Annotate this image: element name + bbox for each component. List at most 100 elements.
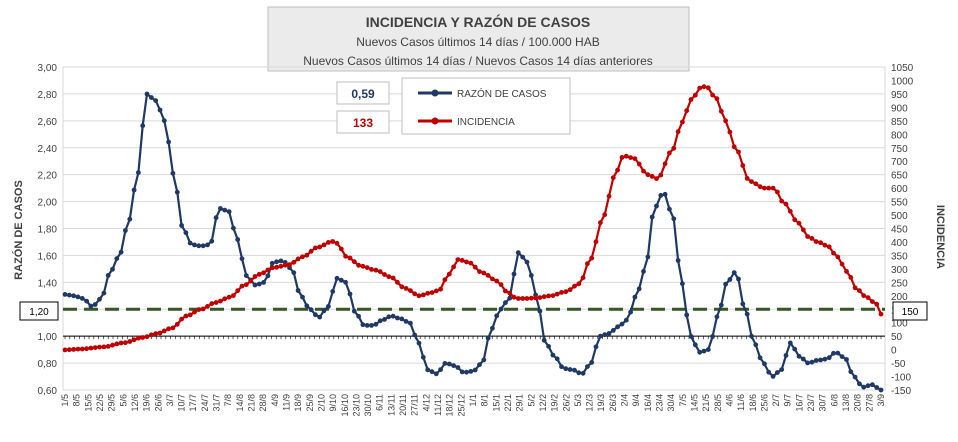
y-tick-right-label: 50 bbox=[891, 332, 903, 343]
ratio-point bbox=[623, 317, 629, 323]
incidence-point bbox=[468, 260, 474, 266]
ratio-point bbox=[123, 228, 128, 233]
chart-subtitle-2: Nuevos Casos últimos 14 días / Nuevos Ca… bbox=[303, 54, 653, 68]
ratio-point bbox=[390, 313, 396, 319]
incidence-point bbox=[200, 306, 206, 312]
incidence-point bbox=[148, 332, 154, 338]
y-axis-left-label: RAZÓN DE CASOS bbox=[12, 180, 25, 280]
x-tick-label: 3/9 bbox=[876, 394, 886, 407]
ratio-point bbox=[412, 332, 418, 338]
incidence-point bbox=[559, 290, 564, 295]
incidence-point bbox=[92, 345, 98, 350]
incidence-point bbox=[317, 244, 323, 250]
y-tick-right-label: -50 bbox=[891, 359, 906, 370]
title-box: INCIDENCIA Y RAZÓN DE CASOS Nuevos Casos… bbox=[267, 6, 690, 72]
incidence-point bbox=[364, 265, 370, 270]
ratio-point bbox=[213, 215, 219, 221]
ratio-point bbox=[757, 355, 763, 361]
incidence-point bbox=[779, 198, 785, 204]
incidence-point bbox=[71, 347, 76, 352]
incidence-point bbox=[740, 163, 746, 168]
ratio-point bbox=[395, 315, 400, 321]
ratio-point bbox=[300, 294, 305, 300]
incidence-point bbox=[835, 254, 841, 260]
x-tick-label: 19/3 bbox=[596, 394, 606, 412]
ratio-current-value: 0,59 bbox=[351, 87, 375, 101]
incidence-point bbox=[261, 270, 266, 276]
legend-box bbox=[401, 77, 571, 135]
ratio-point bbox=[593, 344, 599, 350]
ratio-point bbox=[636, 286, 642, 292]
ratio-point bbox=[360, 322, 366, 328]
y-tick-right-label: 100 bbox=[891, 319, 908, 330]
ratio-point bbox=[818, 357, 823, 363]
ratio-point bbox=[243, 273, 249, 278]
incidence-point bbox=[507, 290, 513, 296]
current-values: 0,59 133 bbox=[336, 81, 390, 134]
ratio-point bbox=[654, 203, 659, 209]
incidence-point bbox=[222, 296, 228, 302]
incidence-point bbox=[800, 227, 806, 233]
incidence-point bbox=[420, 292, 426, 298]
y-axis-right-label: INCIDENCIA bbox=[934, 205, 946, 269]
y-tick-right-label: 750 bbox=[891, 144, 908, 155]
x-tick-label: 1/5 bbox=[60, 394, 70, 407]
y-tick-right-label: 500 bbox=[891, 211, 908, 222]
ratio-point bbox=[835, 350, 841, 356]
threshold-right-label: 150 bbox=[902, 307, 919, 318]
ratio-point bbox=[75, 294, 81, 300]
ratio-point bbox=[472, 367, 478, 373]
x-tick-label: 13/8 bbox=[841, 394, 851, 412]
ratio-point bbox=[144, 91, 150, 97]
ratio-point bbox=[658, 193, 664, 198]
x-tick-label: 18/6 bbox=[748, 394, 758, 412]
ratio-point bbox=[541, 337, 547, 343]
x-tick-label: 13/11 bbox=[386, 394, 396, 416]
ratio-point bbox=[546, 344, 551, 349]
x-tick-label: 23/4 bbox=[655, 394, 665, 412]
incidence-point bbox=[144, 334, 150, 340]
y-tick-left-label: 1,40 bbox=[38, 278, 58, 289]
ratio-point bbox=[589, 360, 595, 365]
incidence-point bbox=[572, 283, 577, 289]
ratio-point bbox=[809, 359, 815, 365]
x-tick-label: 21/5 bbox=[701, 394, 711, 412]
incidence-point bbox=[602, 212, 608, 218]
incidence-point bbox=[623, 153, 629, 159]
ratio-point bbox=[874, 385, 880, 390]
incidence-point bbox=[537, 295, 543, 300]
ratio-point bbox=[338, 277, 344, 283]
incidence-point bbox=[408, 288, 413, 293]
incidence-point bbox=[412, 291, 418, 297]
x-tick-label: 15/5 bbox=[83, 394, 93, 412]
x-tick-label: 10/7 bbox=[177, 394, 187, 412]
x-tick-label: 4/12 bbox=[421, 394, 431, 412]
incidence-point bbox=[136, 335, 141, 341]
incidence-point bbox=[615, 167, 620, 173]
chart-title: INCIDENCIA Y RAZÓN DE CASOS bbox=[366, 13, 591, 30]
incidence-point bbox=[511, 294, 517, 300]
ratio-point bbox=[680, 281, 685, 287]
ratio-point bbox=[490, 325, 495, 331]
ratio-point bbox=[628, 309, 633, 315]
incidence-point bbox=[118, 340, 124, 346]
x-tick-label: 19/2 bbox=[550, 394, 560, 412]
incidence-point bbox=[757, 184, 763, 190]
incidence-point bbox=[153, 331, 159, 336]
incidence-point bbox=[520, 296, 526, 301]
ratio-point bbox=[101, 290, 107, 296]
y-tick-right-label: 400 bbox=[891, 238, 908, 249]
incidence-point bbox=[576, 281, 582, 287]
ratio-point bbox=[498, 306, 504, 312]
x-tick-label: 2/4 bbox=[620, 394, 630, 407]
ratio-point bbox=[770, 374, 776, 379]
incidence-point bbox=[628, 155, 633, 161]
incidence-point bbox=[425, 290, 431, 296]
incidence-point bbox=[399, 284, 405, 290]
ratio-point bbox=[714, 314, 720, 320]
x-tick-label: 17/7 bbox=[188, 394, 198, 412]
ratio-point bbox=[610, 328, 616, 333]
x-tick-label: 9/7 bbox=[783, 394, 793, 407]
incidence-point bbox=[308, 248, 314, 254]
x-tick-label: 16/7 bbox=[794, 394, 804, 412]
